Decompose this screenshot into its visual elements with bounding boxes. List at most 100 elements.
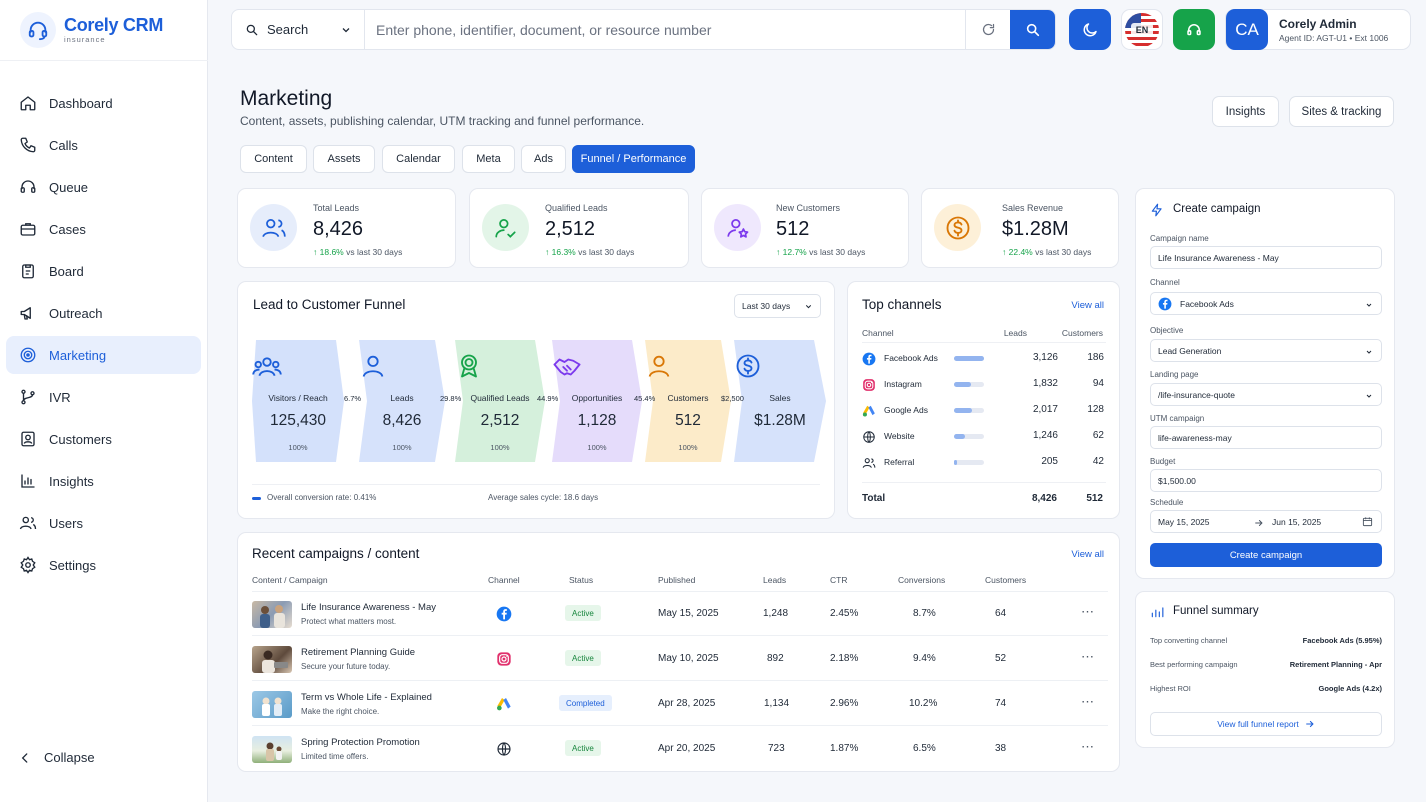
kpi-trend: ↑ 22.4% vs last 30 days <box>1002 247 1092 257</box>
globe-icon <box>496 741 512 757</box>
view-all-link[interactable]: View all <box>1071 549 1104 560</box>
kpi-card-qualified-leads: Qualified Leads 2,512 ↑ 16.3% vs last 30… <box>469 188 689 268</box>
conversion-rate: 45.4% <box>634 394 656 403</box>
sales-cycle: Average sales cycle: 18.6 days <box>488 493 599 502</box>
summary-key: Highest ROI <box>1150 684 1191 693</box>
funnel-stage-customers[interactable]: Customers 512 100% <box>645 340 731 462</box>
sidebar-item-board[interactable]: Board <box>6 252 201 290</box>
channel-row[interactable]: Instagram 1,832 94 <box>862 372 1106 398</box>
stage-pct: 100% <box>490 443 510 452</box>
view-all-link[interactable]: View all <box>1071 300 1104 311</box>
user-profile-menu[interactable]: CA Corely Admin Agent ID: AGT-U1 • Ext 1… <box>1225 9 1411 50</box>
arrow-right-icon <box>1254 518 1264 528</box>
kpi-note: vs last 30 days <box>578 247 635 257</box>
table-row[interactable]: Term vs Whole Life - Explained Make the … <box>252 682 1108 726</box>
campaign-name-input[interactable]: Life Insurance Awareness - May <box>1150 246 1382 269</box>
status-badge: Active <box>565 740 601 756</box>
sidebar-item-outreach[interactable]: Outreach <box>6 294 201 332</box>
campaign-thumbnail <box>252 646 292 673</box>
stage-pct: 100% <box>678 443 698 452</box>
kpi-card-sales-revenue: Sales Revenue $1.28M ↑ 22.4% vs last 30 … <box>921 188 1119 268</box>
kpi-value: 8,426 <box>313 218 364 240</box>
sites-tracking-button[interactable]: Sites & tracking <box>1289 96 1394 127</box>
utm-campaign-input[interactable]: life-awareness-may <box>1150 426 1382 449</box>
tab-calendar[interactable]: Calendar <box>382 145 455 173</box>
campaign-title: Life Insurance Awareness - May <box>301 602 437 613</box>
google-ads-icon <box>496 696 512 712</box>
channel-row[interactable]: Referral 205 42 <box>862 450 1106 476</box>
channel-row[interactable]: Facebook Ads 3,126 186 <box>862 346 1106 372</box>
ctr-value: 1.87% <box>830 743 859 754</box>
period-select[interactable]: Last 30 days <box>734 294 821 318</box>
channel-row[interactable]: Google Ads 2,017 128 <box>862 398 1106 424</box>
support-button[interactable] <box>1173 9 1215 50</box>
table-row[interactable]: Retirement Planning Guide Secure your fu… <box>252 637 1108 681</box>
search-type-select[interactable]: Search <box>232 10 365 49</box>
channel-row[interactable]: Website 1,246 62 <box>862 424 1106 450</box>
more-options-icon[interactable]: ⋯ <box>1081 604 1095 619</box>
create-campaign-button[interactable]: Create campaign <box>1150 543 1382 567</box>
funnel-stage-opportunities[interactable]: Opportunities 1,128 100% <box>552 340 642 462</box>
home-icon <box>19 94 37 112</box>
tab-assets[interactable]: Assets <box>313 145 375 173</box>
channel-customers: 62 <box>1092 430 1104 441</box>
more-options-icon[interactable]: ⋯ <box>1081 649 1095 664</box>
app-logo[interactable]: Corely CRM insurance <box>20 12 163 48</box>
chevron-down-icon <box>340 24 352 36</box>
search-button[interactable] <box>1010 10 1055 49</box>
stage-value: 512 <box>675 412 701 429</box>
tab-funnel-performance[interactable]: Funnel / Performance <box>572 145 695 173</box>
funnel-stage-leads[interactable]: Leads 8,426 100% <box>359 340 445 462</box>
collapse-button[interactable]: Collapse <box>18 750 95 765</box>
published-date: Apr 20, 2025 <box>658 743 716 754</box>
budget-input[interactable]: $1,500.00 <box>1150 469 1382 492</box>
campaign-thumbnail <box>252 736 292 763</box>
refresh-button[interactable] <box>965 10 1010 49</box>
language-button[interactable]: EN <box>1121 9 1163 50</box>
more-options-icon[interactable]: ⋯ <box>1081 739 1095 754</box>
page-subtitle: Content, assets, publishing calendar, UT… <box>240 114 645 128</box>
bar-chart-icon <box>1150 605 1164 619</box>
stage-pct: 100% <box>288 443 308 452</box>
column-header: Customers <box>1061 328 1103 338</box>
landing-page-select[interactable]: /life-insurance-quote <box>1150 383 1382 406</box>
channel-select[interactable]: Facebook Ads <box>1150 292 1382 315</box>
user-name: Corely Admin <box>1279 16 1357 31</box>
sidebar-item-ivr[interactable]: IVR <box>6 378 201 416</box>
target-icon <box>19 346 37 364</box>
sidebar-item-queue[interactable]: Queue <box>6 168 201 206</box>
sidebar-item-calls[interactable]: Calls <box>6 126 201 164</box>
tab-meta[interactable]: Meta <box>462 145 515 173</box>
sidebar-item-insights[interactable]: Insights <box>6 462 201 500</box>
field-label: Campaign name <box>1150 234 1209 243</box>
channel-name: Referral <box>884 457 915 467</box>
published-date: Apr 28, 2025 <box>658 698 716 709</box>
ctr-value: 2.45% <box>830 608 859 619</box>
theme-toggle-button[interactable] <box>1069 9 1111 50</box>
sidebar-item-customers[interactable]: Customers <box>6 420 201 458</box>
schedule-range-input[interactable]: May 15, 2025 Jun 15, 2025 <box>1150 510 1382 533</box>
objective-select[interactable]: Lead Generation <box>1150 339 1382 362</box>
campaign-title: Retirement Planning Guide <box>301 647 416 658</box>
summary-value: Retirement Planning - Apr <box>1289 660 1382 669</box>
sidebar-item-dashboard[interactable]: Dashboard <box>6 84 201 122</box>
leads-value: 892 <box>767 653 784 664</box>
insights-button[interactable]: Insights <box>1212 96 1279 127</box>
search-input[interactable] <box>365 10 965 49</box>
tab-content[interactable]: Content <box>240 145 307 173</box>
funnel-stage-sales[interactable]: Sales $1.28M <box>734 340 826 462</box>
table-row[interactable]: Life Insurance Awareness - May Protect w… <box>252 592 1108 636</box>
sidebar-item-settings[interactable]: Settings <box>6 546 201 584</box>
sidebar-item-cases[interactable]: Cases <box>6 210 201 248</box>
kpi-change: 18.6% <box>319 247 344 257</box>
funnel-stage-qualified[interactable]: Qualified Leads 2,512 100% <box>455 340 545 462</box>
channel-share-bar <box>954 408 984 413</box>
view-funnel-report-button[interactable]: View full funnel report <box>1150 712 1382 736</box>
funnel-stage-visitors[interactable]: Visitors / Reach 125,430 100% <box>252 340 344 462</box>
more-options-icon[interactable]: ⋯ <box>1081 694 1095 709</box>
sidebar-item-marketing[interactable]: Marketing <box>6 336 201 374</box>
tab-ads[interactable]: Ads <box>521 145 566 173</box>
table-row[interactable]: Spring Protection Promotion Limited time… <box>252 727 1108 771</box>
sidebar-item-users[interactable]: Users <box>6 504 201 542</box>
campaign-subtitle: Make the right choice. <box>301 707 380 716</box>
